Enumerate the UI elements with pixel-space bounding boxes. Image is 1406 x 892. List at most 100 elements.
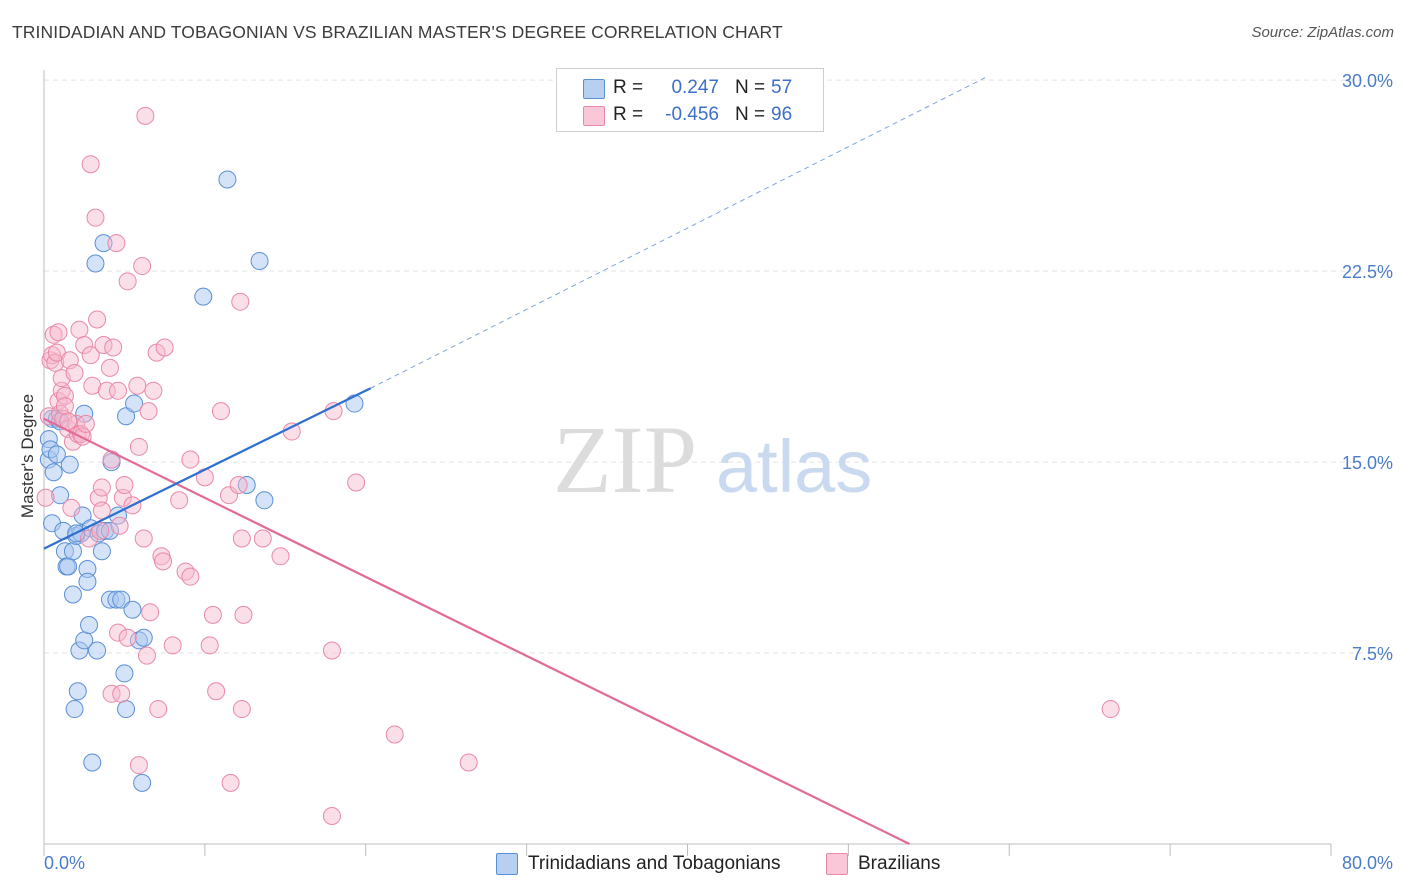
brazilian-point	[234, 605, 253, 624]
y-tick-label: 30.0%	[1342, 71, 1393, 91]
trinidadian-point	[47, 445, 66, 464]
brazilian-point	[102, 684, 121, 703]
chart-title: TRINIDADIAN AND TOBAGONIAN VS BRAZILIAN …	[12, 22, 783, 42]
brazilian-point	[1101, 700, 1120, 719]
brazilian-point	[207, 682, 226, 701]
trinidadian-point	[44, 463, 63, 482]
legend-swatch-blue	[583, 79, 605, 99]
legend-r-value: 0.247	[671, 77, 719, 98]
trinidadian-point	[134, 628, 153, 647]
trinidadian-point	[117, 700, 136, 719]
brazilian-point	[128, 376, 147, 395]
brazilian-point	[322, 641, 341, 660]
trinidadian-point	[115, 664, 134, 683]
brazilian-point	[176, 562, 195, 581]
series-brazilians-points	[36, 106, 1120, 825]
brazilian-point	[347, 473, 366, 492]
brazilian-point	[133, 257, 152, 276]
brazilian-point	[110, 516, 129, 535]
legend-swatch-blue	[496, 853, 518, 875]
brazilian-point	[92, 478, 111, 497]
y-tick-label: 22.5%	[1342, 262, 1393, 282]
trinidadian-point	[51, 486, 70, 505]
trinidadian-point	[100, 521, 119, 540]
trinidadian-point	[60, 455, 79, 474]
brazilian-point	[109, 381, 128, 400]
brazilian-point	[155, 338, 174, 357]
brazilian-point	[81, 155, 100, 174]
brazilian-point	[109, 623, 128, 642]
trinidadian-point	[63, 542, 82, 561]
trinidadian-point	[194, 287, 213, 306]
brazilian-point	[81, 346, 100, 365]
trinidadian-point	[78, 572, 97, 591]
trinidadian-point	[86, 254, 105, 273]
brazilian-point	[253, 529, 272, 548]
legend-swatch-pink	[826, 853, 848, 875]
brazilian-point	[232, 700, 251, 719]
trinidadian-point	[83, 753, 102, 772]
legend-row-brazilians: R = -0.456 N = 96	[557, 101, 823, 127]
legend-row-trinidadians: R = 0.247 N = 57	[557, 74, 823, 100]
legend-label: Trinidadians and Tobagonians	[528, 853, 781, 874]
trinidadian-point	[59, 557, 78, 576]
brazilian-point	[49, 323, 68, 342]
brazilian-point	[92, 501, 111, 520]
y-axis-label: Master's Degree	[18, 394, 37, 518]
brazilian-point	[70, 320, 89, 339]
trinidadian-point	[63, 585, 82, 604]
brazilians-trendline	[43, 417, 910, 845]
brazilian-point	[52, 381, 71, 400]
legend-swatch-pink	[583, 106, 605, 126]
brazilian-point	[134, 529, 153, 548]
trinidadian-point	[123, 600, 142, 619]
trinidadians-trendline	[43, 387, 372, 550]
brazilian-point	[104, 338, 123, 357]
trinidadian-point	[65, 700, 84, 719]
legend-label: Brazilians	[858, 853, 941, 874]
legend-n-label: N =	[735, 77, 766, 98]
brazilian-point	[88, 310, 107, 329]
brazilian-point	[44, 325, 63, 344]
brazilian-point	[181, 567, 200, 586]
brazilian-point	[203, 605, 222, 624]
brazilian-point	[282, 422, 301, 441]
brazilian-point	[139, 402, 158, 421]
watermark-atlas: atlas	[716, 425, 872, 508]
brazilian-point	[144, 381, 163, 400]
brazilian-point	[200, 636, 219, 655]
brazilian-point	[76, 414, 95, 433]
brazilian-point	[211, 402, 230, 421]
brazilian-point	[149, 700, 168, 719]
brazilian-point	[137, 646, 156, 665]
brazilian-point	[107, 234, 126, 253]
brazilian-point	[181, 450, 200, 469]
brazilian-point	[322, 806, 341, 825]
brazilian-point	[102, 450, 121, 469]
legend-r-value: -0.456	[665, 104, 719, 125]
trinidadian-point	[88, 641, 107, 660]
legend-r-label: R =	[613, 77, 644, 98]
legend-n-value: 57	[771, 77, 793, 98]
brazilian-point	[459, 753, 478, 772]
trinidadian-point	[255, 491, 274, 510]
legend-n-label: N =	[735, 104, 766, 125]
brazilian-point	[229, 476, 248, 495]
brazilian-point	[112, 684, 131, 703]
legend-n-value: 96	[771, 104, 793, 125]
brazilian-point	[385, 725, 404, 744]
brazilian-point	[55, 386, 74, 405]
tick-labels: 7.5% 15.0% 22.5% 30.0% 0.0% 80.0%	[44, 71, 1393, 873]
trinidadians-trendline-extension	[370, 77, 986, 389]
brazilian-point	[91, 521, 110, 540]
y-tick-label: 15.0%	[1342, 453, 1393, 473]
trendlines	[43, 77, 986, 845]
brazilian-point	[62, 498, 81, 517]
trinidadian-point	[133, 773, 152, 792]
brazilian-point	[115, 476, 134, 495]
brazilian-point	[136, 106, 155, 125]
trinidadian-point	[80, 616, 99, 635]
trinidadian-point	[250, 251, 269, 270]
series-legend: Trinidadians and Tobagonians Brazilians	[0, 852, 1406, 878]
